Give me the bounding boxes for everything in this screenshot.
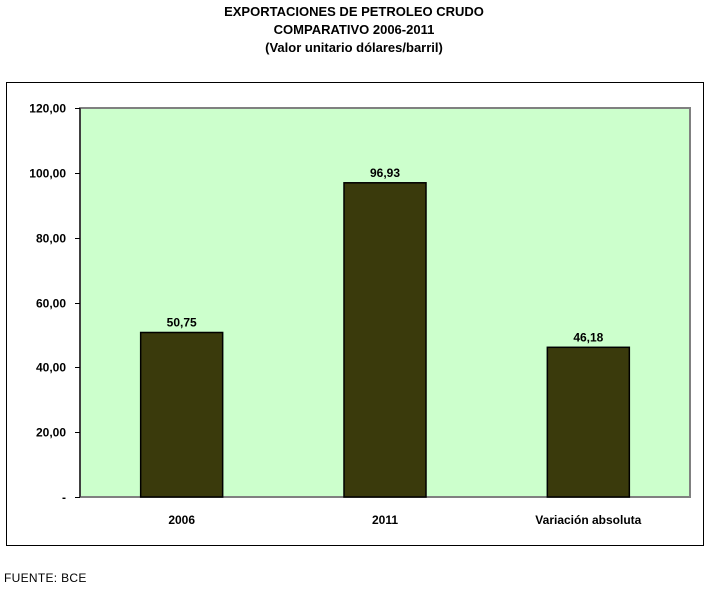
y-tick-label: 20,00 xyxy=(36,426,66,440)
bar xyxy=(139,331,224,498)
chart-subtitle-units: (Valor unitario dólares/barril) xyxy=(265,40,443,55)
x-tick-label: 2011 xyxy=(372,513,398,527)
chart-title-block: EXPORTACIONES DE PETROLEO CRUDO COMPARAT… xyxy=(0,3,708,57)
source-note: FUENTE: BCE xyxy=(4,571,87,585)
data-label: 96,93 xyxy=(370,166,400,180)
chart-title: EXPORTACIONES DE PETROLEO CRUDO xyxy=(224,4,484,19)
y-tick-label: - xyxy=(62,491,66,505)
x-tick-label: 2006 xyxy=(168,513,195,527)
data-label: 46,18 xyxy=(573,330,603,344)
y-tick-label: 100,00 xyxy=(29,167,66,181)
y-tick-label: 120,00 xyxy=(29,102,66,116)
y-tick-label: 80,00 xyxy=(36,232,66,246)
chart-subtitle: COMPARATIVO 2006-2011 xyxy=(273,22,435,37)
bar xyxy=(546,346,631,498)
x-tick-label: Variación absoluta xyxy=(535,513,641,527)
data-label: 50,75 xyxy=(167,315,197,329)
y-tick-label: 60,00 xyxy=(36,297,66,311)
bar xyxy=(343,182,427,498)
y-tick-label: 40,00 xyxy=(36,361,66,375)
